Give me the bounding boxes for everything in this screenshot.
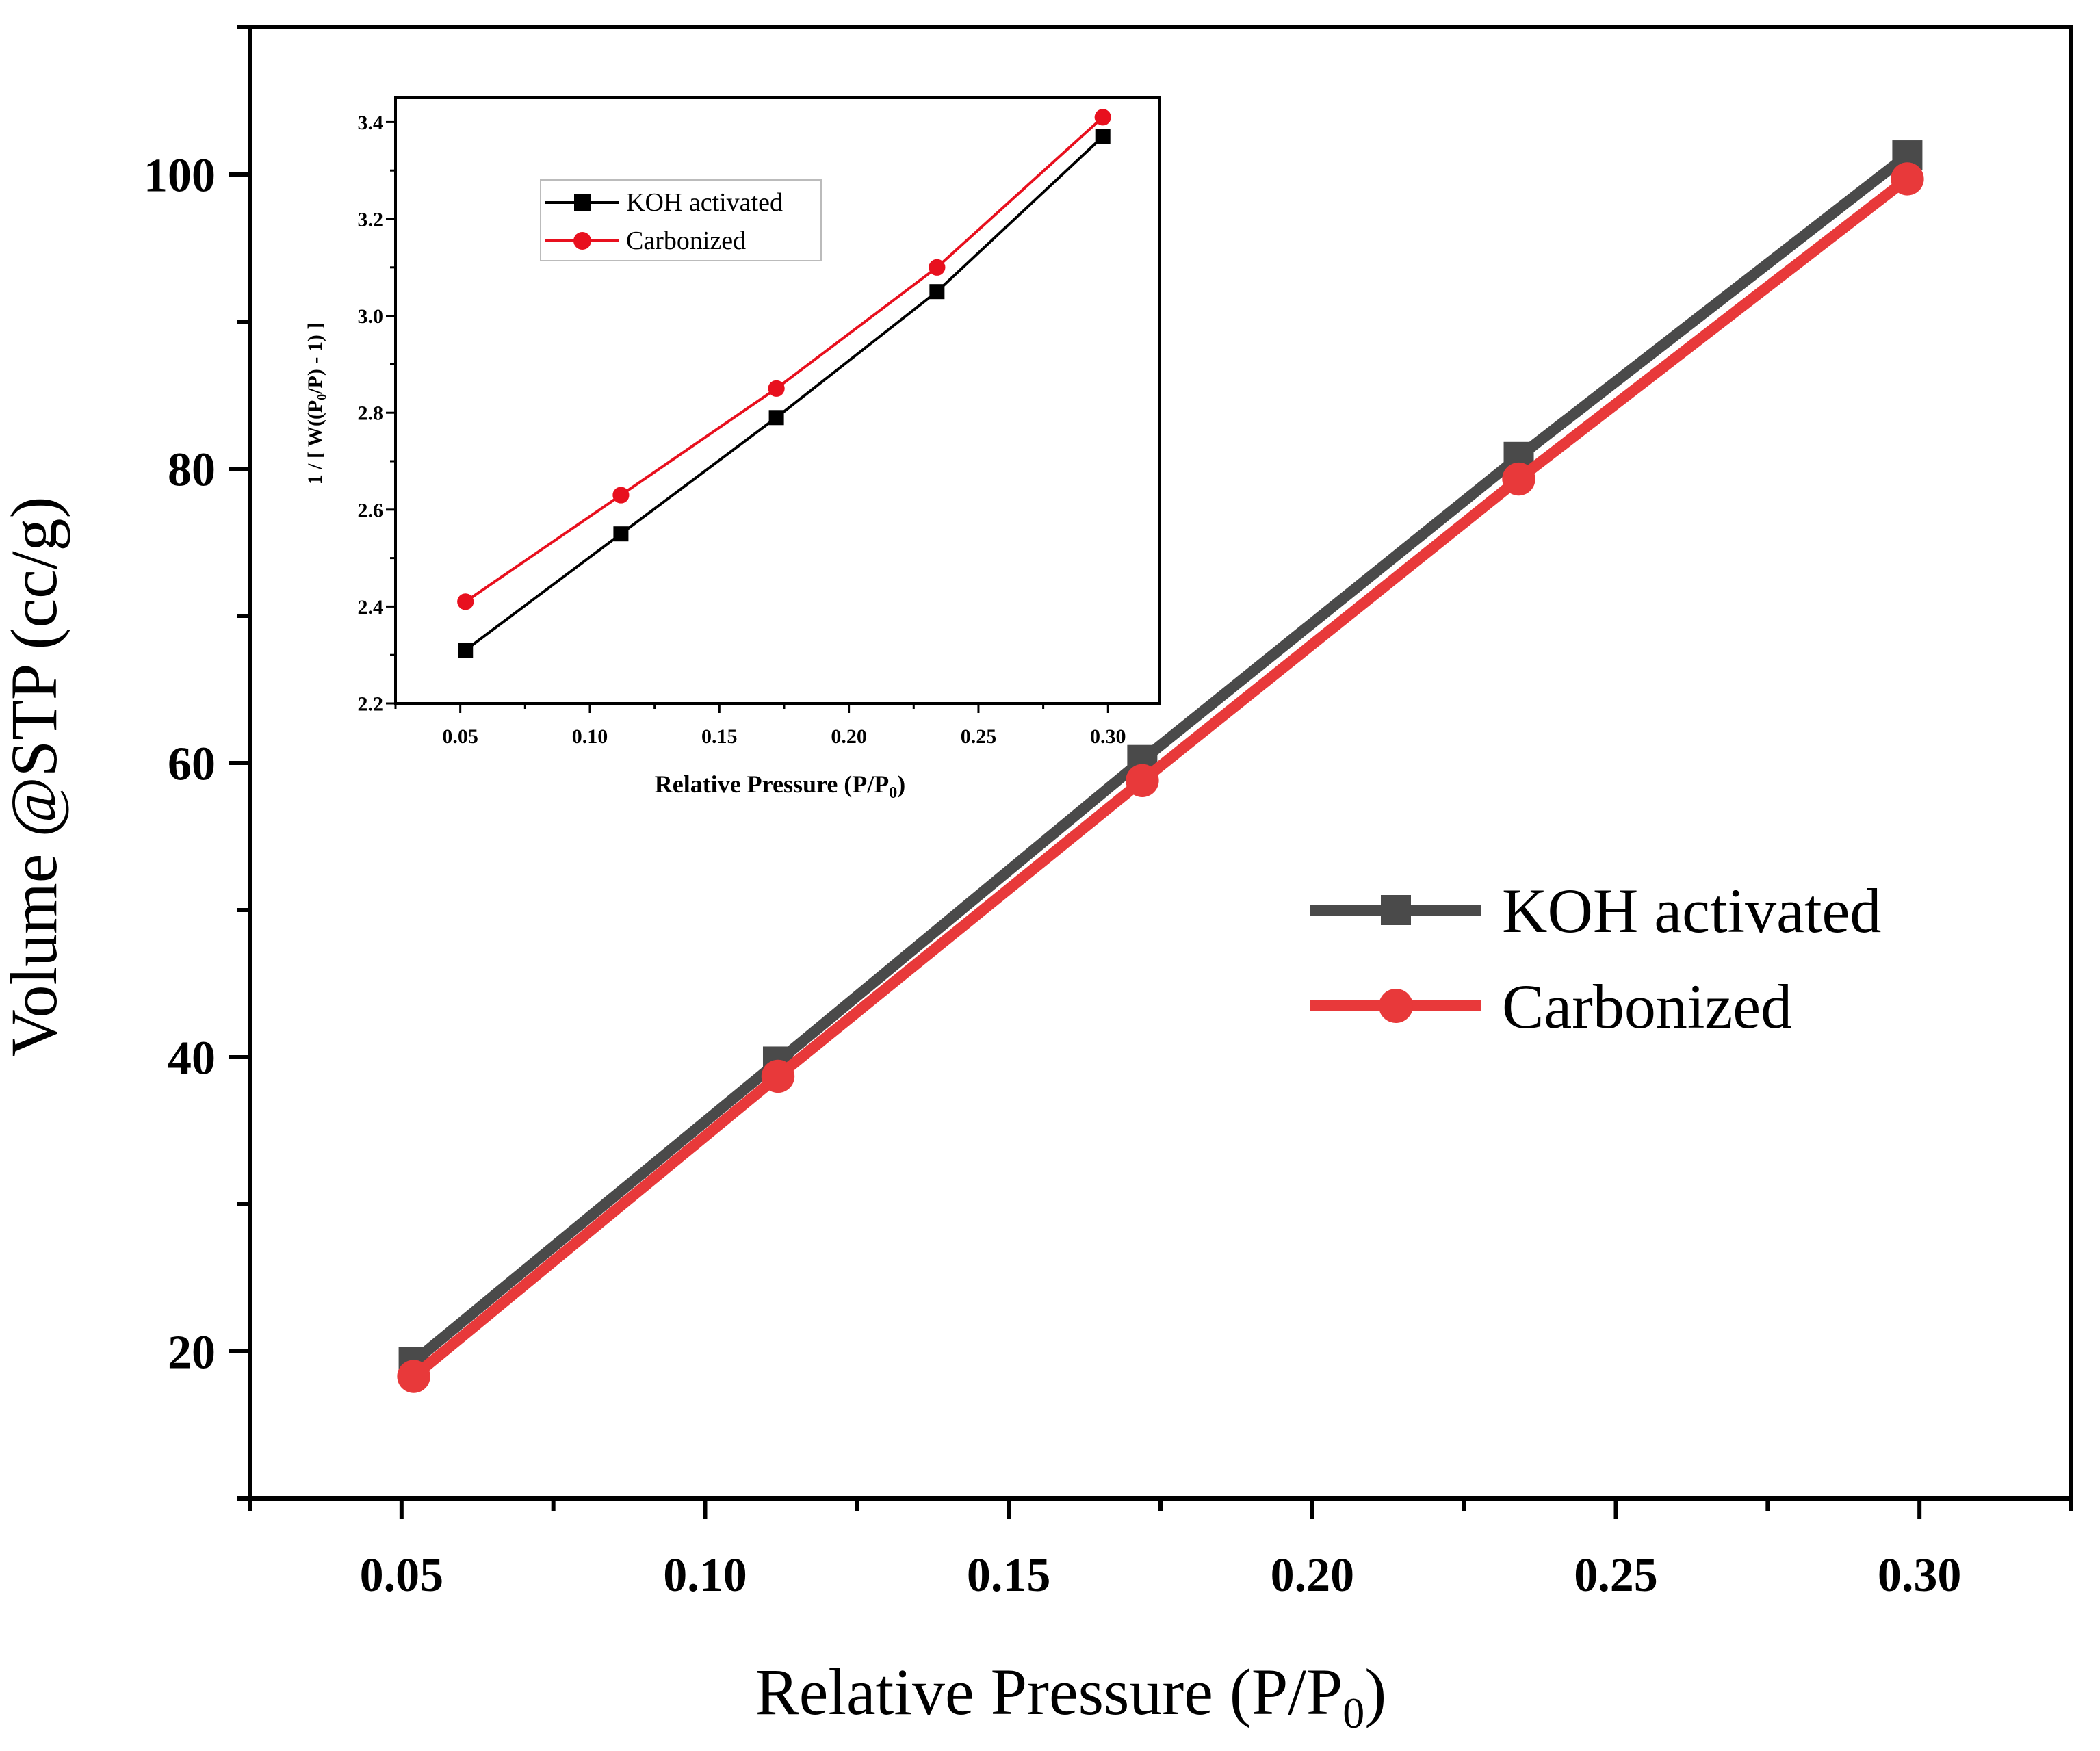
legend-carbonized-circle-marker [1379, 989, 1413, 1023]
x-tick-label: 0.20 [831, 725, 867, 748]
main-legend: KOH activated Carbonized [1310, 876, 1881, 1041]
legend-koh-square-marker [1381, 895, 1411, 925]
legend-entry-carbonized: Carbonized [1310, 972, 1792, 1041]
x-tick-label: 0.25 [1574, 1549, 1658, 1602]
carbonized-data-point [768, 380, 785, 397]
main-ticks [229, 25, 2073, 1519]
inset-y-axis-label: 1 / [ W((P₀/P) - 1) ] [304, 323, 326, 485]
x-tick-label: 0.20 [1271, 1549, 1355, 1602]
inset-legend-carbonized-circle-marker [573, 232, 591, 250]
y-tick-label: 100 [144, 150, 216, 203]
main-y-tick-labels: 20 40 60 80 100 [144, 150, 216, 1379]
y-tick-label: 2.6 [358, 499, 384, 521]
y-tick-label: 2.2 [358, 693, 384, 716]
carbonized-data-point [761, 1059, 795, 1093]
legend-entry-koh: KOH activated [1310, 876, 1881, 946]
main-x-axis-label-close: ) [1364, 1655, 1386, 1728]
inset-legend-koh-square-marker [574, 194, 591, 211]
inset-x-axis-label-close: ) [897, 770, 905, 798]
inset-legend: KOH activated Carbonized [540, 179, 822, 261]
carbonized-data-point [397, 1360, 430, 1393]
inset-x-tick-labels: 0.05 0.10 0.15 0.20 0.25 0.30 [442, 725, 1126, 748]
y-tick-label: 60 [168, 738, 216, 791]
carbonized-data-point [929, 259, 946, 276]
koh-data-point [613, 526, 629, 542]
y-tick-label: 2.4 [358, 596, 384, 619]
koh-data-point [768, 410, 784, 426]
main-x-axis-label: Relative Pressure (P/P0) [755, 1655, 1387, 1737]
inset-ticks [386, 120, 1109, 713]
carbonized-data-point [457, 593, 474, 610]
inset-legend-entry-koh: KOH activated [545, 188, 783, 217]
x-tick-label: 0.05 [442, 725, 478, 748]
inset-x-axis-label-subscript: 0 [889, 784, 897, 802]
inset-legend-carbonized-label: Carbonized [626, 226, 746, 255]
x-tick-label: 0.15 [967, 1549, 1051, 1602]
x-tick-label: 0.30 [1878, 1549, 1962, 1602]
inset-series [457, 109, 1111, 658]
y-tick-label: 2.8 [358, 402, 384, 425]
carbonized-data-point [1094, 109, 1111, 126]
x-tick-label: 0.05 [360, 1549, 444, 1602]
y-tick-label: 20 [168, 1327, 216, 1379]
main-x-tick-labels: 0.05 0.10 0.15 0.20 0.25 0.30 [360, 1549, 1962, 1602]
x-tick-label: 0.10 [572, 725, 608, 748]
carbonized-data-point [1891, 162, 1924, 196]
main-x-axis-label-text: Relative Pressure (P/P [755, 1655, 1343, 1728]
inset-x-axis-label: Relative Pressure (P/P0) [655, 770, 906, 802]
main-chart: 0.05 0.10 0.15 0.20 0.25 0.30 20 40 60 80 100 Vol… [0, 25, 2073, 1737]
legend-koh-label: KOH activated [1502, 876, 1881, 946]
main-y-axis-label: Volume @STP (cc/g) [0, 497, 70, 1057]
koh-data-point [929, 284, 945, 300]
y-tick-label: 80 [168, 444, 216, 497]
x-tick-label: 0.25 [961, 725, 997, 748]
main-series [397, 140, 1924, 1393]
x-tick-label: 0.30 [1090, 725, 1126, 748]
koh-data-point [1095, 129, 1111, 144]
inset-legend-koh-label: KOH activated [626, 188, 783, 217]
inset-x-axis-label-text: Relative Pressure (P/P [655, 770, 890, 798]
y-tick-label: 40 [168, 1033, 216, 1085]
y-tick-label: 3.4 [358, 112, 384, 134]
legend-carbonized-label: Carbonized [1502, 972, 1792, 1041]
inset-legend-entry-carbonized: Carbonized [545, 226, 746, 255]
koh-data-point [458, 643, 474, 658]
inset-chart: 0.05 0.10 0.15 0.20 0.25 0.30 2.2 2.4 2.6 2.8 3.0… [304, 96, 1161, 802]
inset-y-tick-labels: 2.2 2.4 2.6 2.8 3.0 3.2 3.4 [358, 112, 384, 716]
x-tick-label: 0.10 [663, 1549, 747, 1602]
y-tick-label: 3.2 [358, 209, 384, 231]
carbonized-data-point [1502, 462, 1535, 496]
carbonized-data-point [1126, 764, 1159, 798]
x-tick-label: 0.15 [701, 725, 738, 748]
main-x-axis-label-subscript: 0 [1343, 1689, 1364, 1737]
carbonized-data-point [612, 487, 630, 504]
inset-plot-frame [394, 96, 1161, 705]
y-tick-label: 3.0 [358, 305, 384, 328]
